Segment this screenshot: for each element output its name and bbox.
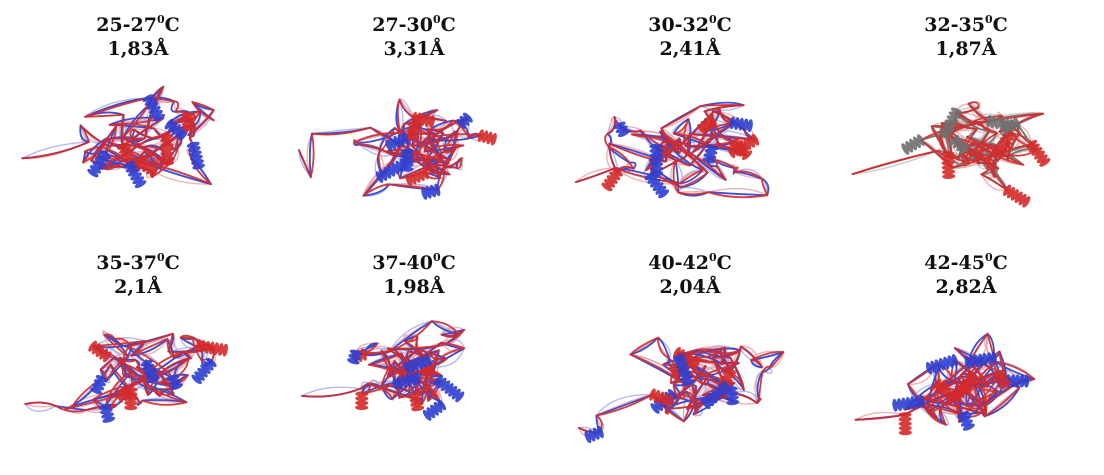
rmsd-label: 1,98Å <box>383 276 445 298</box>
panel-27-30: 27-300C 3,31Å <box>276 0 552 237</box>
protein-structure-overlay <box>298 98 497 200</box>
helix-segment <box>160 133 175 166</box>
rmsd-label: 2,82Å <box>935 276 997 298</box>
helix-segment <box>1003 184 1031 208</box>
panel-32-35: 32-350C 1,87Å <box>828 0 1104 237</box>
helix-segment <box>613 121 630 138</box>
panel-30-32: 30-320C 2,41Å <box>552 0 828 237</box>
temperature-label: 27-300C <box>372 13 456 36</box>
helix-segment <box>601 167 623 192</box>
helix-segment <box>456 112 473 129</box>
backbone-trace <box>21 85 215 185</box>
backbone-trace <box>298 98 482 197</box>
helix-segment <box>434 374 465 403</box>
helix-segment <box>411 111 435 128</box>
protein-structure-overlay <box>21 84 215 189</box>
backbone-trace <box>24 332 215 413</box>
helix-segment <box>964 351 997 369</box>
backbone-trace-light <box>301 320 467 409</box>
panel-40-42: 40-420C 2,04Å <box>552 238 828 475</box>
helix-segment <box>87 150 112 178</box>
helix-segment <box>649 388 673 407</box>
helix-segment <box>724 386 740 406</box>
helix-segment <box>957 411 975 431</box>
protein-structure-overlay <box>854 331 1037 436</box>
helix-segment <box>90 375 108 395</box>
temperature-label: 40-420C <box>648 251 732 274</box>
helix-segment <box>164 118 188 141</box>
rmsd-label: 3,31Å <box>383 38 445 60</box>
helix-segment <box>729 137 753 160</box>
helix-segment <box>405 167 429 187</box>
panel-42-45: 42-450C 2,82Å <box>828 238 1104 475</box>
backbone-trace <box>577 336 785 434</box>
rmsd-label: 2,1Å <box>114 276 162 298</box>
helix-segment <box>98 403 116 423</box>
helix-segment <box>993 129 1017 157</box>
protein-structure-overlay <box>24 330 228 423</box>
helix-segment <box>88 340 112 363</box>
temperature-label: 32-350C <box>924 13 1008 36</box>
helix-segment <box>195 339 228 357</box>
helix-segment <box>697 115 717 135</box>
helix-segment <box>649 143 664 176</box>
helix-segment <box>123 160 147 189</box>
helix-segment <box>729 116 753 133</box>
panel-25-27: 25-270C 1,83Å <box>0 0 276 237</box>
helix-segment <box>1026 139 1051 167</box>
helix-segment <box>901 134 925 155</box>
protein-structure-overlay <box>301 320 467 421</box>
temperature-label: 35-370C <box>96 251 180 274</box>
temperature-label: 37-400C <box>372 251 456 274</box>
temperature-label: 25-270C <box>96 13 180 36</box>
helix-segment <box>403 353 432 375</box>
helix-segment <box>181 112 196 132</box>
helix-segment <box>898 412 912 436</box>
helix-segment <box>191 357 217 385</box>
helix-segment <box>140 359 160 384</box>
backbone-trace <box>574 104 769 199</box>
temperature-label: 42-450C <box>924 251 1008 274</box>
helix-segment <box>167 374 183 391</box>
helix-segment <box>702 144 719 164</box>
rmsd-label: 2,41Å <box>659 38 721 60</box>
helix-segment <box>422 399 447 421</box>
helix-segment <box>406 121 421 141</box>
helix-segment <box>375 158 408 183</box>
helix-segment <box>892 395 925 412</box>
helix-segment <box>938 107 963 139</box>
protein-structure-overlay <box>574 101 770 199</box>
helix-segment <box>421 183 441 200</box>
rmsd-label: 1,83Å <box>107 38 169 60</box>
helix-segment <box>584 425 604 444</box>
helix-segment <box>385 132 409 152</box>
rmsd-label: 1,87Å <box>935 38 997 60</box>
backbone-trace <box>301 320 466 406</box>
rmsd-label: 2,04Å <box>659 276 721 298</box>
helix-segment <box>992 369 1011 390</box>
helix-segment <box>949 135 970 155</box>
helix-segment <box>701 381 731 410</box>
panel-37-40: 37-400C 1,98Å <box>276 238 552 475</box>
helix-segment <box>142 94 166 122</box>
backbone-trace <box>851 101 1045 192</box>
protein-structure-overlay <box>851 101 1051 208</box>
helix-segment <box>116 387 132 403</box>
helix-segment <box>477 129 497 146</box>
helix-segment <box>186 141 205 170</box>
temperature-label: 30-320C <box>648 13 732 36</box>
protein-structure-overlay <box>577 336 785 444</box>
helix-segment <box>673 353 695 386</box>
helix-segment <box>1001 117 1021 135</box>
helix-segment <box>925 354 959 375</box>
helix-segment <box>931 378 959 404</box>
panel-35-37: 35-370C 2,1Å <box>0 238 276 475</box>
helix-segment <box>347 349 363 365</box>
helix-segment <box>392 371 421 391</box>
helix-segment <box>355 391 369 411</box>
helix-segment <box>408 392 425 412</box>
helix-segment <box>941 151 956 179</box>
